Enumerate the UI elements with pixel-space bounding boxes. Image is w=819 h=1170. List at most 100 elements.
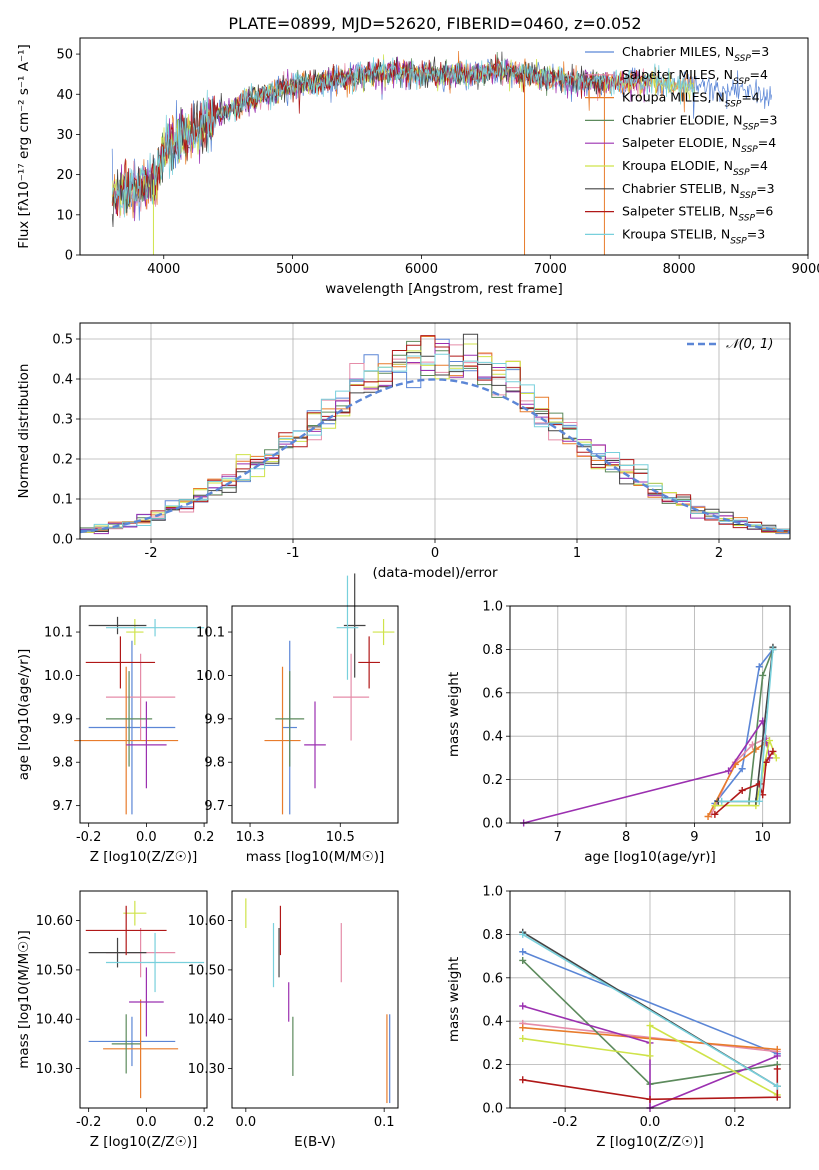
y-tick-label: 0.6 [482, 971, 503, 986]
legend-entry: Salpeter STELIB, NSSP=6 [622, 204, 773, 224]
spectrum-legend: Chabrier MILES, NSSP=3 Salpeter MILES, NS… [585, 44, 777, 246]
y-tick-label: 0.0 [482, 1102, 503, 1117]
mass_vs_Z-axes: -0.2 0.0 0.2 10.30 10.40 10.50 10.60 Z [log10(Z… [16, 914, 214, 1150]
weight-point-marker [646, 1095, 654, 1103]
mass_vs_Z-xlabel: Z [log10(Z/Z☉)] [90, 1134, 198, 1150]
weight-point-marker [711, 810, 719, 818]
spectrum-series-line [111, 51, 605, 228]
x-tick-label: 0.0 [136, 1115, 157, 1130]
weight-point-marker [773, 1082, 781, 1090]
x-tick-label: 0.2 [194, 1115, 215, 1130]
residual_histogram-xlabel: (data-model)/error [372, 565, 498, 581]
x-tick-label: 8 [622, 830, 630, 845]
weight_vs_Z-lines [519, 928, 781, 1112]
residual_histogram-axes: -2 -1 0 1 2 0.0 0.1 0.2 0.3 0.4 0.5 (data-model)/er… [16, 323, 790, 581]
figure-title: PLATE=0899, MJD=52620, FIBERID=0460, z=0… [228, 14, 641, 33]
y-tick-label: 0.8 [482, 643, 503, 658]
spectrum-series-line [111, 57, 695, 218]
weight-series-line [707, 742, 767, 817]
x-tick-label: 0.1 [374, 1115, 395, 1130]
weight-point-marker [755, 797, 763, 805]
spectrum-lines [111, 50, 773, 255]
y-tick-label: 10.50 [36, 963, 73, 978]
y-tick-label: 9.7 [52, 799, 73, 814]
y-tick-label: 9.8 [52, 756, 73, 771]
age_vs_mass-frame [231, 605, 399, 824]
weight_vs_Z-ylabel: mass weight [446, 957, 462, 1042]
mass_vs_Z-frame [79, 890, 208, 1109]
histogram-series [80, 335, 790, 533]
residual_histogram-frame [79, 322, 791, 540]
x-tick-label: 10 [754, 830, 771, 845]
y-tick-label: 1.0 [482, 885, 503, 900]
mass_vs_Z-ylabel: mass [log10(M/M☉)] [16, 930, 32, 1069]
weight-point-marker [519, 1024, 527, 1032]
y-tick-label: 10.60 [36, 914, 73, 929]
y-tick-label: 0.1 [52, 493, 73, 508]
y-tick-label: 0.8 [482, 928, 503, 943]
y-tick-label: 0.2 [52, 453, 73, 468]
y-tick-label: 10.60 [188, 914, 225, 929]
x-tick-label: 0.0 [640, 1115, 661, 1130]
y-tick-label: 9.9 [52, 712, 73, 727]
weight-point-marker [762, 758, 770, 766]
weight-point-marker [738, 786, 746, 794]
spectrum-series-line [111, 51, 605, 214]
x-tick-label: -0.2 [552, 1115, 577, 1130]
weight_vs_Z-axes: -0.2 0.0 0.2 0.0 0.2 0.4 0.6 0.8 1.0 Z [log10(Z/Z… [446, 885, 790, 1150]
weight-point-marker [752, 745, 760, 753]
weight-series-line [523, 718, 771, 824]
y-tick-label: 0 [65, 249, 73, 264]
weight-series-line [522, 951, 778, 1055]
y-tick-label: 9.9 [204, 712, 225, 727]
weight-point-marker [519, 930, 527, 938]
x-tick-label: -1 [287, 546, 300, 561]
weight-series-line [721, 649, 774, 803]
x-tick-label: 5000 [276, 262, 309, 277]
mass_vs_EBV-xlabel: E(B-V) [294, 1134, 336, 1150]
x-tick-label: -0.2 [76, 830, 101, 845]
weight-point-marker [773, 1065, 781, 1073]
x-tick-label: 0.2 [194, 830, 215, 845]
weight_vs_age-axes: 7 8 9 10 0.0 0.2 0.4 0.6 0.8 1.0 age [log10(age/yr… [446, 600, 790, 865]
weight_vs_age-ylabel: mass weight [446, 672, 462, 757]
y-tick-label: 10.50 [188, 963, 225, 978]
weight-point-marker [519, 1035, 527, 1043]
legend-entry: 𝒩(0, 1) [726, 337, 773, 352]
weight-point-marker [773, 1052, 781, 1060]
weight_vs_age-frame [509, 605, 791, 824]
weight-point-marker [704, 812, 712, 820]
x-tick-label: 10.3 [236, 830, 265, 845]
y-tick-label: 10.0 [196, 669, 225, 684]
weight-point-marker [519, 956, 527, 964]
residual_histogram-ylabel: Normed distribution [16, 364, 32, 499]
x-tick-label: 0.0 [136, 830, 157, 845]
x-tick-label: 1 [573, 546, 581, 561]
weight_vs_Z-frame [509, 890, 791, 1109]
mass_vs_EBV-frame [231, 890, 399, 1109]
y-tick-label: 10.40 [36, 1013, 73, 1028]
legend-entry: Kroupa STELIB, NSSP=3 [622, 226, 765, 246]
x-tick-label: 10.5 [326, 830, 355, 845]
weight-series-line [522, 1005, 778, 1110]
y-tick-label: 30 [56, 128, 73, 143]
y-tick-label: 10.1 [196, 626, 225, 641]
y-tick-label: 10.1 [44, 626, 73, 641]
weight_vs_Z-xlabel: Z [log10(Z/Z☉)] [596, 1134, 704, 1150]
x-tick-label: 6000 [405, 262, 438, 277]
age_vs_mass-points [264, 573, 395, 815]
y-tick-label: 9.7 [204, 799, 225, 814]
age_vs_Z-ylabel: age [log10(age/yr)] [16, 649, 32, 781]
age_vs_mass-axes: 10.3 10.5 9.7 9.8 9.9 10.0 10.1 mass [log10(M/M… [196, 626, 384, 865]
x-tick-label: 7 [554, 830, 562, 845]
y-tick-label: 0.4 [482, 1015, 503, 1030]
legend-entry: Salpeter MILES, NSSP=4 [622, 67, 768, 87]
age_vs_Z-points [74, 616, 205, 815]
x-tick-label: 4000 [147, 262, 180, 277]
age_vs_Z-axes: -0.2 0.0 0.2 9.7 9.8 9.9 10.0 10.1 Z [log10(Z/Z☉… [16, 626, 214, 865]
x-tick-label: 0.2 [725, 1115, 746, 1130]
weight-point-marker [519, 1002, 527, 1010]
y-tick-label: 10.40 [188, 1013, 225, 1028]
